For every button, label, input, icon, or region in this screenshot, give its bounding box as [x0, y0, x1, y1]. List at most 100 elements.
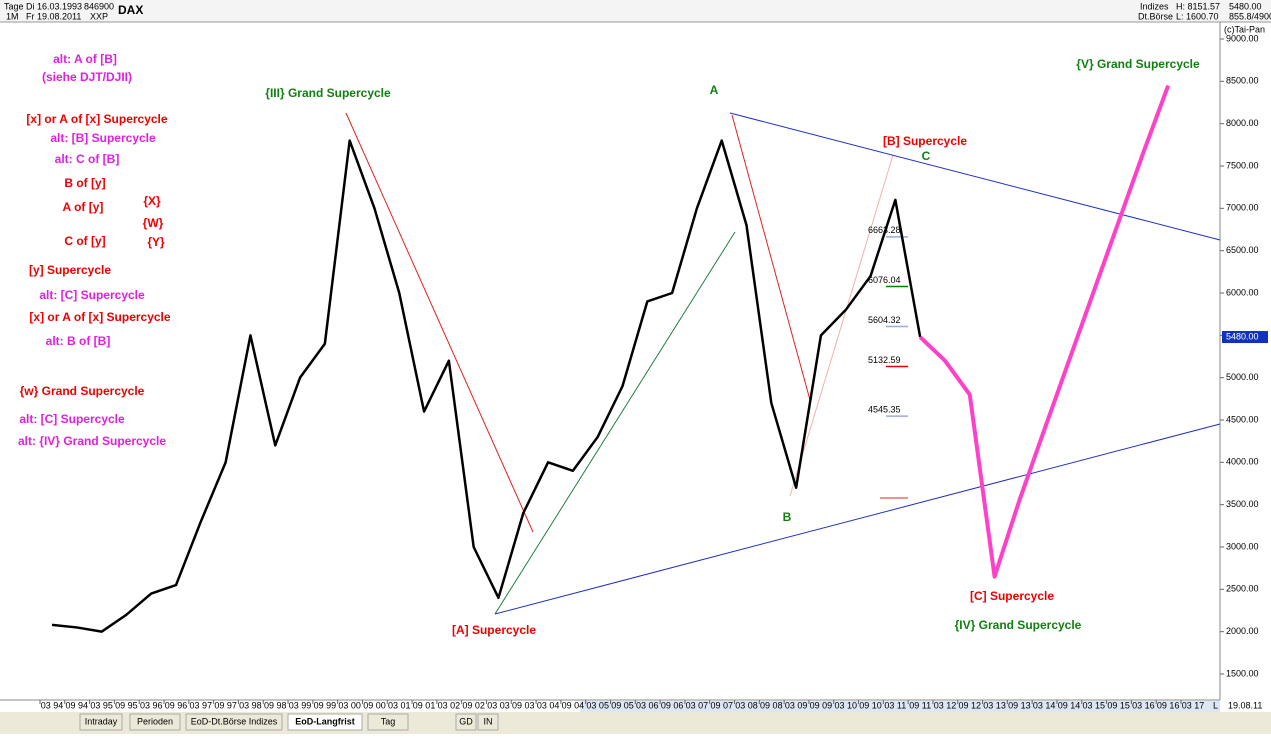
x-tick-label: 09 14 — [1058, 700, 1081, 710]
x-tick-label: 09 10 — [859, 700, 882, 710]
x-tick-label: 03 07 — [686, 700, 709, 710]
tab-label[interactable]: GD — [459, 716, 473, 726]
annotation: [B] Supercycle — [883, 134, 967, 148]
x-tick-label: 09 02 — [462, 700, 485, 710]
x-tick-label: 03 98 — [239, 700, 262, 710]
zoom: 855.8/4900 — [1229, 11, 1271, 21]
x-tick-label: 03 12 — [934, 700, 957, 710]
x-tick-label: 03 00 — [338, 700, 361, 710]
x-tick-label: 09 16 — [1157, 700, 1180, 710]
x-tick-label: 09 96 — [165, 700, 188, 710]
y-tick-label: 3000.00 — [1226, 541, 1259, 551]
code: XXP — [90, 11, 108, 21]
annotation: A — [710, 83, 719, 97]
annotation: {III} Grand Supercycle — [265, 86, 391, 100]
y-tick-label: 3500.00 — [1226, 499, 1259, 509]
annotation: A of [y] — [63, 200, 104, 214]
annotation: alt: C of [B] — [55, 152, 120, 166]
y-tick-label: 6500.00 — [1226, 245, 1259, 255]
last-price-label: 5480.00 — [1226, 331, 1259, 341]
interval: 1M — [6, 11, 19, 21]
trend-line — [731, 114, 811, 401]
annotation: C — [922, 149, 931, 163]
x-tick-label: 09 15 — [1107, 700, 1130, 710]
annotation: alt: A of [B] — [53, 52, 117, 66]
tab[interactable] — [287, 713, 363, 731]
x-tick-label: 09 04 — [562, 700, 585, 710]
tab[interactable] — [455, 713, 477, 731]
x-tick-label: 09 00 — [363, 700, 386, 710]
tab[interactable] — [367, 713, 409, 731]
y-tick-label: 2000.00 — [1226, 626, 1259, 636]
x-tick-label: 03 13 — [983, 700, 1006, 710]
last-price-box — [1222, 331, 1268, 344]
x-tick-label: 09 05 — [611, 700, 634, 710]
trend-line — [345, 112, 534, 533]
annotation: alt: B of [B] — [46, 334, 111, 348]
exchange: Dt.Börse — [1138, 11, 1173, 21]
group: Indizes — [1140, 1, 1169, 11]
from-date: Di 16.03.1993 — [26, 1, 82, 11]
y-tick-label: 1500.00 — [1226, 668, 1259, 678]
level-label: 5604.32 — [868, 315, 901, 325]
y-tick-label: 6000.00 — [1226, 287, 1259, 297]
to-date: Fr 19.08.2011 — [26, 11, 81, 21]
symbol: DAX — [118, 3, 143, 17]
annotation: [y] Supercycle — [29, 263, 111, 277]
annotation: {V} Grand Supercycle — [1076, 57, 1200, 71]
tab-label[interactable]: IN — [484, 716, 493, 726]
count: 846900 — [84, 1, 114, 11]
tab-label[interactable]: EoD-Langfrist — [295, 716, 355, 726]
annotation: alt: [C] Supercycle — [19, 412, 125, 426]
annotation: [C] Supercycle — [970, 589, 1054, 603]
tab[interactable] — [185, 713, 283, 731]
annotation: [x] or A of [x] Supercycle — [29, 310, 170, 324]
x-tick-label: 03 05 — [586, 700, 609, 710]
level-label: 5132.59 — [868, 355, 901, 365]
x-tick-label: 09 06 — [661, 700, 684, 710]
x-tick-label: 09 08 — [760, 700, 783, 710]
y-tick-label: 9000.00 — [1226, 33, 1259, 43]
y-tick-label: 8000.00 — [1226, 118, 1259, 128]
header-bar — [0, 0, 1271, 22]
price-line — [51, 139, 922, 633]
tab-label[interactable]: Intraday — [85, 716, 118, 726]
annotation: alt: [B] Supercycle — [50, 131, 156, 145]
trend-line — [729, 112, 1221, 241]
tab[interactable] — [79, 713, 123, 731]
tab-label[interactable]: Tag — [381, 716, 396, 726]
x-tick-label: 03 08 — [735, 700, 758, 710]
y-tick-label: 4000.00 — [1226, 457, 1259, 467]
tabs: Intraday Perioden EoD-Dt.Börse Indizes EoD-… — [79, 713, 499, 731]
tab[interactable] — [477, 713, 499, 731]
tab-label[interactable]: Perioden — [137, 716, 173, 726]
x-tick-label: 03 09 — [785, 700, 808, 710]
future-zone — [580, 701, 1220, 712]
x-tick-label: 09 94 — [66, 700, 89, 710]
annotation: {w} Grand Supercycle — [20, 384, 145, 398]
trend-line — [494, 231, 736, 615]
x-tick-label: 03 03 — [487, 700, 510, 710]
x-tick-label: 03 17 — [1182, 700, 1205, 710]
y-tick-label: 2500.00 — [1226, 584, 1259, 594]
x-tick-label: 09 98 — [264, 700, 287, 710]
x-tick-label: 09 95 — [115, 700, 138, 710]
x-tick-label: 09 99 — [314, 700, 337, 710]
tab-label[interactable]: EoD-Dt.Börse Indizes — [191, 716, 278, 726]
annotations: alt: A of [B] (siehe DJT/DJII) [x] or A of… — [18, 52, 1200, 637]
x-tick-label: 03 06 — [636, 700, 659, 710]
x-tick-label: 09 09 — [810, 700, 833, 710]
x-tick-label: 03 15 — [1083, 700, 1106, 710]
price-line — [918, 84, 1171, 579]
footer-date: 19.08.11 — [1228, 700, 1262, 710]
trend-line — [789, 154, 894, 497]
high: H: 8151.57 — [1176, 1, 1220, 11]
y-tick-label: 7000.00 — [1226, 203, 1259, 213]
y-tick-label: 8500.00 — [1226, 76, 1259, 86]
x-tick-label: 03 11 — [884, 700, 906, 710]
y-tick-label: 7500.00 — [1226, 160, 1259, 170]
tab[interactable] — [129, 713, 181, 731]
annotation: {Y} — [147, 235, 165, 249]
